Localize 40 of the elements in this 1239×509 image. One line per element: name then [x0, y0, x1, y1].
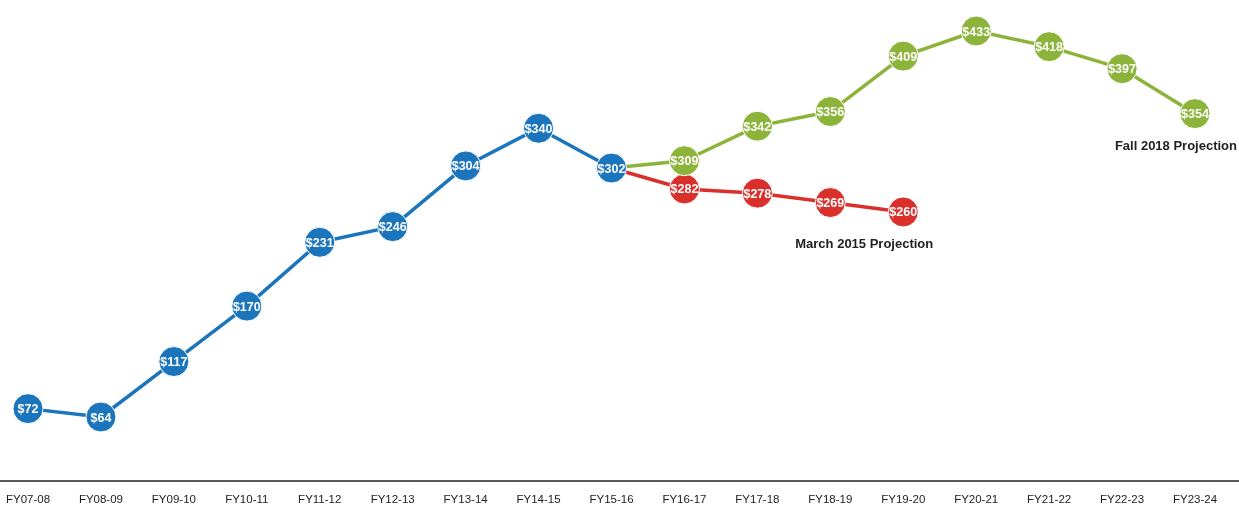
x-tick-label: FY12-13	[370, 493, 415, 505]
x-tick-label: FY19-20	[881, 493, 926, 505]
x-tick-label: FY21-22	[1027, 493, 1072, 505]
x-tick-label: FY18-19	[808, 493, 853, 505]
data-label: $282	[670, 182, 699, 197]
text: $117	[160, 355, 188, 370]
data-label: $354	[1181, 107, 1209, 122]
text: $304	[451, 159, 480, 174]
data-label: $309	[670, 154, 699, 169]
text: $231	[305, 235, 334, 250]
data-label: $397	[1108, 62, 1137, 77]
x-tick-label: FY08-09	[78, 493, 123, 505]
data-label: $278	[743, 186, 772, 201]
x-tick-label: FY23-24	[1172, 493, 1218, 505]
x-tick-label: FY20-21	[954, 493, 999, 505]
data-label: $260	[889, 205, 918, 220]
series-label: Fall 2018 Projection	[1114, 137, 1238, 153]
x-tick-label: FY17-18	[735, 493, 780, 505]
data-label: $409	[889, 49, 918, 64]
x-tick-label: FY22-23	[1100, 493, 1145, 505]
text: $302	[597, 161, 626, 176]
text: $246	[378, 220, 407, 235]
data-label: $433	[962, 24, 991, 39]
data-label: $269	[816, 196, 845, 211]
x-tick-label: FY16-17	[662, 493, 707, 505]
series-label: March 2015 Projection	[795, 235, 934, 251]
x-tick-label: FY11-12	[298, 493, 342, 505]
x-tick-label: FY14-15	[516, 493, 561, 505]
x-tick-label: FY13-14	[443, 493, 489, 505]
data-label: $418	[1035, 40, 1064, 55]
x-tick-label: FY10-11	[225, 493, 269, 505]
data-label: $356	[816, 105, 845, 120]
text: $64	[90, 410, 112, 425]
text: $72	[17, 402, 39, 417]
text: $170	[232, 299, 261, 314]
x-tick-label: FY15-16	[589, 493, 634, 505]
x-tick-label: FY09-10	[151, 493, 196, 505]
data-label: $342	[743, 119, 772, 134]
text: $340	[524, 121, 553, 136]
x-tick-label: FY07-08	[5, 493, 51, 505]
